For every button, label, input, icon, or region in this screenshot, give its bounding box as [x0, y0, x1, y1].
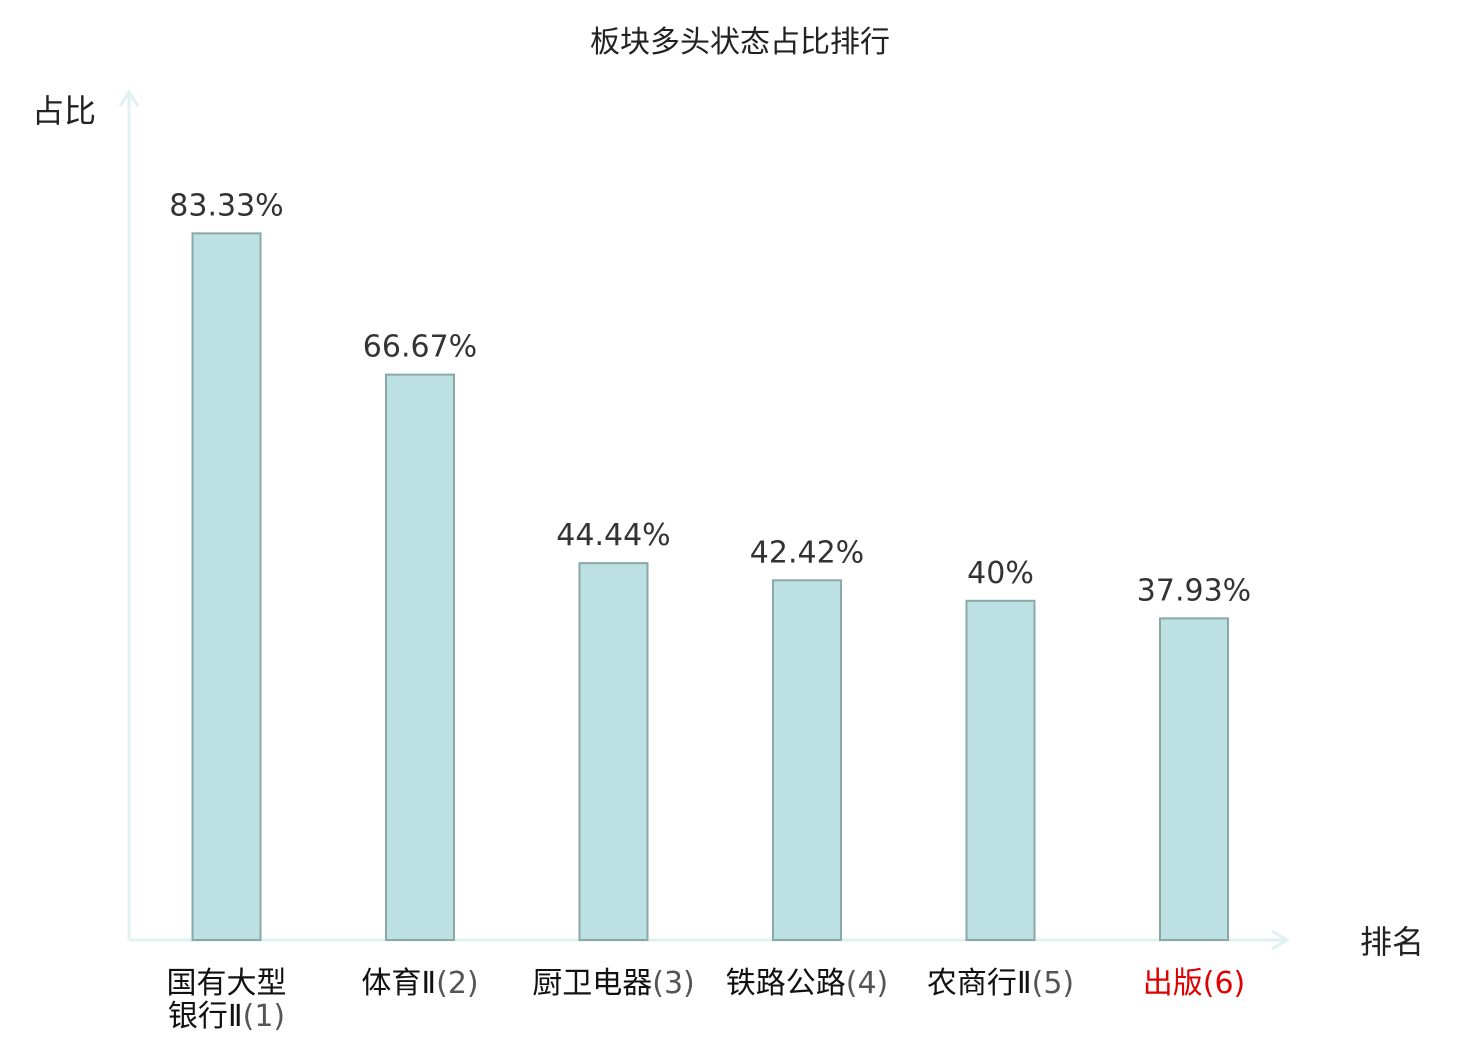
bars: [191, 232, 1229, 942]
y-axis: [118, 89, 140, 940]
x-tick-label-rank: (4): [846, 966, 889, 1001]
x-axis-arrow: [1271, 929, 1290, 951]
bar: [965, 599, 1036, 941]
bar-value-label: 42.42%: [750, 535, 864, 570]
x-tick-label-name: 银行Ⅱ: [168, 999, 243, 1034]
x-tick-label-rank: (2): [436, 966, 479, 1001]
bar: [578, 562, 649, 941]
x-tick-label-name: 出版: [1143, 966, 1203, 1001]
bar: [1159, 617, 1229, 941]
x-tick-label: 体育Ⅱ(2): [361, 966, 478, 1001]
x-tick-labels: 国有大型银行Ⅱ(1)体育Ⅱ(2) 厨卫电器(3) 铁路公路(4) 农商行Ⅱ(5) 出版(…: [167, 966, 1246, 1034]
x-axis: [129, 929, 1290, 951]
bar: [772, 579, 842, 941]
bar: [385, 373, 455, 941]
value-labels: 83.33% 66.67% 44.44% 42.42% 40% 37.93%: [169, 188, 1251, 608]
x-tick-label: 铁路公路(4): [726, 966, 889, 1001]
x-tick-label: 农商行Ⅱ(5): [927, 966, 1074, 1001]
x-tick-label: 厨卫电器(3): [532, 966, 695, 1001]
x-tick-label-name: 农商行Ⅱ: [927, 966, 1032, 1001]
x-tick-label-name: 国有大型: [167, 966, 287, 1001]
x-tick-label-rank: (6): [1203, 966, 1246, 1001]
bar: [191, 232, 262, 942]
x-tick-label-name: 铁路公路: [726, 966, 846, 1001]
y-axis-title: 占比: [32, 92, 96, 130]
x-tick-label: 国有大型银行Ⅱ(1): [167, 966, 287, 1034]
bar-value-label: 37.93%: [1137, 573, 1251, 608]
x-tick-label-rank: (5): [1032, 966, 1075, 1001]
bar-value-label: 83.33%: [169, 188, 283, 223]
bar-value-label: 44.44%: [556, 518, 670, 553]
x-tick-label-rank: (3): [652, 966, 695, 1001]
bar-value-label: 66.67%: [363, 330, 477, 365]
y-axis-arrow: [118, 89, 140, 107]
bar-value-label: 40%: [967, 556, 1034, 591]
x-axis-title: 排名: [1360, 923, 1424, 961]
chart-title: 板块多头状态占比排行: [590, 25, 890, 60]
x-tick-label-name: 体育Ⅱ: [361, 966, 436, 1001]
x-tick-label-rank: (1): [243, 999, 286, 1034]
x-tick-label: 出版(6): [1143, 966, 1246, 1001]
x-tick-label-name: 厨卫电器: [532, 966, 652, 1001]
